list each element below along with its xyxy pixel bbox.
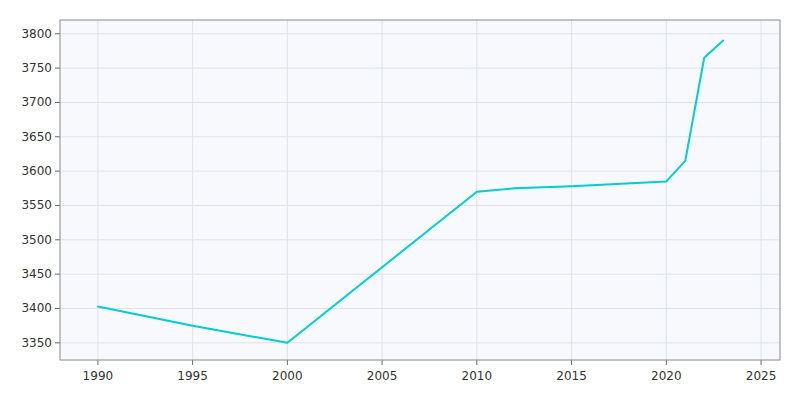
- y-tick: [55, 102, 60, 103]
- x-tick: [476, 360, 477, 365]
- y-grid-line: [60, 171, 780, 172]
- y-grid-line: [60, 33, 780, 34]
- y-tick: [55, 205, 60, 206]
- x-tick: [287, 360, 288, 365]
- y-grid-line: [60, 342, 780, 343]
- y-tick-label: 3350: [21, 336, 52, 350]
- x-tick-label: 2020: [651, 369, 682, 383]
- y-tick-label: 3550: [21, 198, 52, 212]
- y-tick: [55, 136, 60, 137]
- y-grid-line: [60, 68, 780, 69]
- y-tick: [55, 274, 60, 275]
- y-tick-label: 3750: [21, 61, 52, 75]
- x-tick-label: 2000: [272, 369, 303, 383]
- x-grid-line: [97, 20, 98, 360]
- x-grid-line: [382, 20, 383, 360]
- y-tick-label: 3600: [21, 164, 52, 178]
- y-tick: [55, 239, 60, 240]
- x-tick: [666, 360, 667, 365]
- y-tick: [55, 33, 60, 34]
- y-tick: [55, 171, 60, 172]
- y-grid-line: [60, 274, 780, 275]
- y-tick-label: 3700: [21, 95, 52, 109]
- x-grid-line: [476, 20, 477, 360]
- x-tick: [97, 360, 98, 365]
- x-grid-line: [192, 20, 193, 360]
- y-tick: [55, 308, 60, 309]
- x-tick: [382, 360, 383, 365]
- x-tick-label: 1990: [83, 369, 114, 383]
- y-grid-line: [60, 308, 780, 309]
- x-tick-label: 2010: [462, 369, 493, 383]
- y-tick-label: 3400: [21, 301, 52, 315]
- chart-container: 1990 1995 2000 2005 2010 2015 2020 2025 3350 3400…: [0, 0, 800, 400]
- plot-background: [60, 20, 780, 360]
- chart-svg: 1990 1995 2000 2005 2010 2015 2020 2025 3350 3400…: [0, 0, 800, 400]
- y-grid-line: [60, 136, 780, 137]
- x-tick-label: 2005: [367, 369, 398, 383]
- y-tick: [55, 68, 60, 69]
- x-grid-line: [287, 20, 288, 360]
- y-tick-label: 3800: [21, 27, 52, 41]
- x-tick-label: 2025: [746, 369, 777, 383]
- y-grid-line: [60, 205, 780, 206]
- grid: [60, 20, 780, 360]
- y-grid-line: [60, 239, 780, 240]
- population-line: [98, 41, 723, 343]
- x-grid-line: [571, 20, 572, 360]
- x-tick-label: 1995: [177, 369, 208, 383]
- x-tick: [761, 360, 762, 365]
- y-tick-label: 3650: [21, 130, 52, 144]
- plot-frame: [60, 20, 780, 360]
- y-tick-label: 3500: [21, 233, 52, 247]
- y-tick-label: 3450: [21, 267, 52, 281]
- axes: 1990 1995 2000 2005 2010 2015 2020 2025 3350 3400…: [21, 27, 776, 383]
- x-grid-line: [666, 20, 667, 360]
- y-tick: [55, 342, 60, 343]
- x-grid-line: [761, 20, 762, 360]
- x-tick: [192, 360, 193, 365]
- y-grid-line: [60, 102, 780, 103]
- x-tick: [571, 360, 572, 365]
- data-area: [98, 41, 723, 343]
- x-tick-label: 2015: [556, 369, 587, 383]
